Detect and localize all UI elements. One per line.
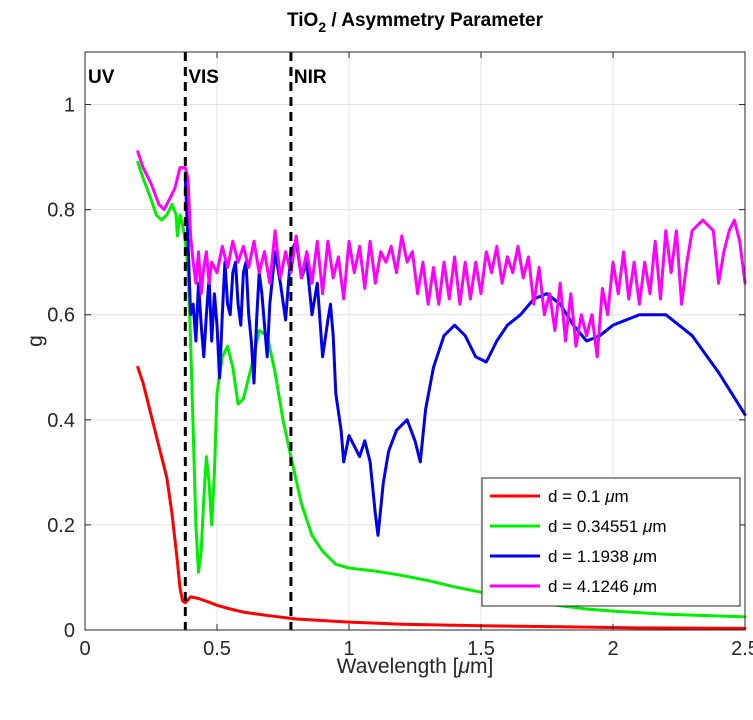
legend-entry-label: d = 0.1 μm bbox=[548, 487, 629, 506]
series-line-4 bbox=[136, 150, 747, 359]
legend-entry-label: d = 0.34551 μm bbox=[548, 517, 667, 536]
y-tick-label: 1 bbox=[64, 95, 75, 117]
plot-box bbox=[84, 51, 746, 631]
legend: d = 0.1 μm d = 0.34551 μm d = 1.1938 μm d =… bbox=[481, 477, 741, 607]
x-axis-label-pre: Wavelength [ bbox=[337, 655, 459, 678]
y-tick-label: 0.8 bbox=[47, 200, 75, 222]
x-tick-label: 0.5 bbox=[203, 638, 231, 660]
series-line-3 bbox=[183, 176, 747, 537]
series-line-1 bbox=[136, 365, 747, 630]
region-dividers bbox=[183, 52, 293, 630]
x-tick-label: 2.5 bbox=[731, 638, 753, 660]
series-line-2 bbox=[136, 160, 747, 619]
region-label: NIR bbox=[294, 67, 327, 88]
region-label: VIS bbox=[188, 67, 219, 88]
y-tick-label: 0.4 bbox=[47, 410, 75, 432]
title-subscript: 2 bbox=[318, 19, 326, 35]
legend-entry-label: d = 1.1938 μm bbox=[548, 547, 657, 566]
axis-ticks: 0 0.5 1 1.5 2 2.5 0 0.2 0.4 0.6 0.8 1 bbox=[47, 52, 753, 660]
x-axis-label-post: m] bbox=[470, 655, 493, 678]
x-tick-label: 2 bbox=[607, 638, 618, 660]
y-axis-label: g bbox=[24, 335, 47, 347]
y-tick-label: 0 bbox=[64, 620, 75, 642]
legend-entry-label: d = 4.1246 μm bbox=[548, 577, 657, 596]
region-labels: UV VIS NIR bbox=[88, 67, 327, 88]
x-axis-label-mu: μ bbox=[457, 655, 470, 678]
chart-title: TiO2 / Asymmetry Parameter bbox=[287, 10, 544, 35]
title-main: TiO bbox=[287, 10, 318, 31]
title-rest: / Asymmetry Parameter bbox=[326, 10, 543, 31]
series-layer bbox=[136, 150, 747, 630]
x-tick-label: 0 bbox=[79, 638, 90, 660]
region-label: UV bbox=[88, 67, 115, 88]
x-axis-label: Wavelength [μm] bbox=[337, 655, 494, 678]
x-tick-label: 1.5 bbox=[467, 638, 495, 660]
x-tick-label: 1 bbox=[343, 638, 354, 660]
y-tick-label: 0.6 bbox=[47, 305, 75, 327]
y-tick-label: 0.2 bbox=[47, 515, 75, 537]
